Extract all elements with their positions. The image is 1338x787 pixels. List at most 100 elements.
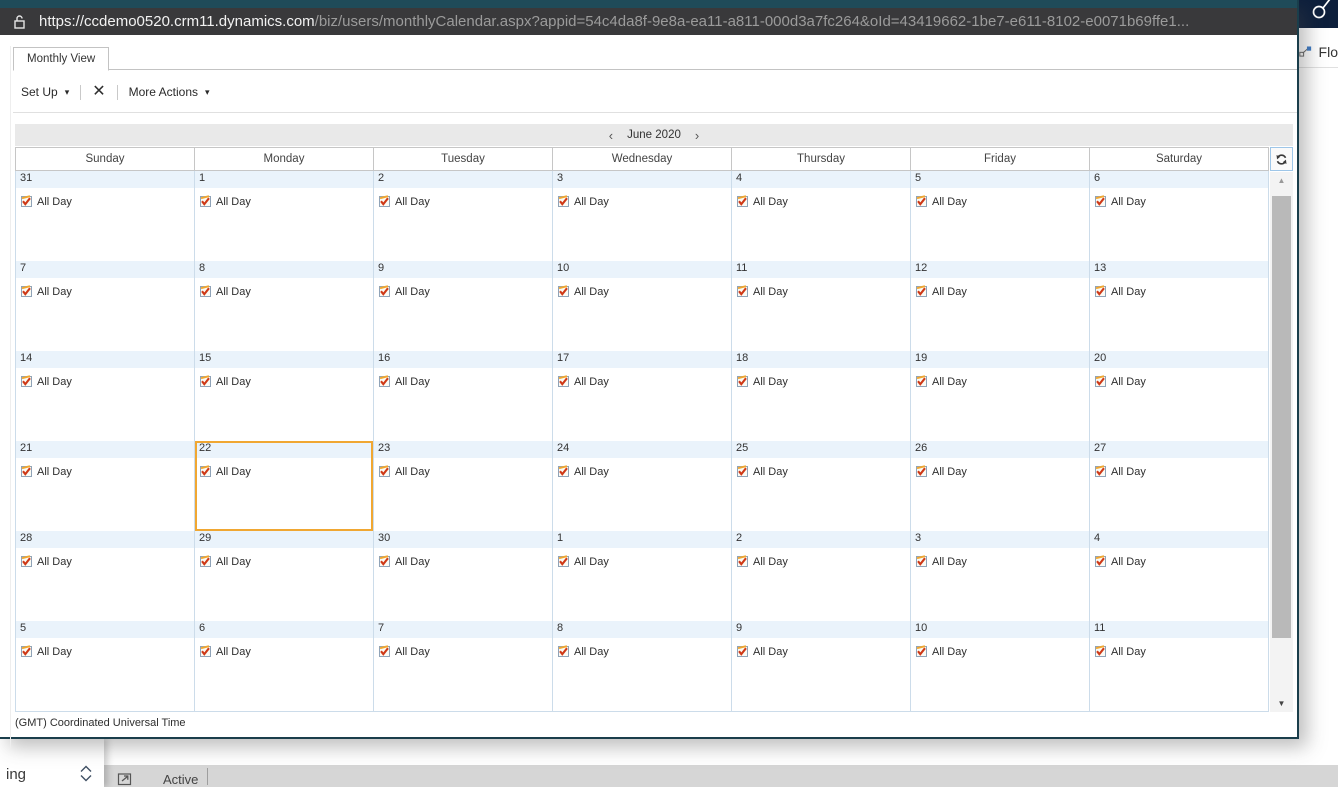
calendar-day-cell[interactable]: 8 All Day	[553, 621, 732, 711]
calendar-day-cell[interactable]: 1 All Day	[195, 171, 374, 261]
expand-form-icon[interactable]	[117, 771, 132, 786]
calendar-day-cell[interactable]: 7 All Day	[16, 261, 195, 351]
all-day-entry[interactable]: All Day	[20, 195, 194, 208]
calendar-day-cell[interactable]: 29 All Day	[195, 531, 374, 621]
calendar-day-cell[interactable]: 5 All Day	[16, 621, 195, 711]
calendar-day-cell[interactable]: 8 All Day	[195, 261, 374, 351]
all-day-entry[interactable]: All Day	[736, 285, 910, 298]
all-day-entry[interactable]: All Day	[20, 285, 194, 298]
previous-month-button[interactable]: ‹	[608, 127, 614, 143]
all-day-entry[interactable]: All Day	[199, 465, 373, 478]
scrollbar-thumb[interactable]	[1272, 196, 1291, 638]
calendar-day-cell[interactable]: 9 All Day	[374, 261, 553, 351]
all-day-entry[interactable]: All Day	[736, 375, 910, 388]
all-day-entry[interactable]: All Day	[915, 195, 1089, 208]
calendar-day-cell[interactable]: 6 All Day	[195, 621, 374, 711]
calendar-day-cell[interactable]: 28 All Day	[16, 531, 195, 621]
all-day-entry[interactable]: All Day	[915, 645, 1089, 658]
all-day-entry[interactable]: All Day	[915, 465, 1089, 478]
calendar-day-cell[interactable]: 19 All Day	[911, 351, 1090, 441]
url-text[interactable]: https://ccdemo0520.crm11.dynamics.com/bi…	[39, 13, 1189, 30]
all-day-entry[interactable]: All Day	[557, 375, 731, 388]
all-day-entry[interactable]: All Day	[378, 555, 552, 568]
all-day-entry[interactable]: All Day	[915, 375, 1089, 388]
scroll-up-arrow[interactable]: ▲	[1277, 176, 1286, 185]
all-day-entry[interactable]: All Day	[1094, 195, 1268, 208]
calendar-day-cell[interactable]: 2 All Day	[374, 171, 553, 261]
calendar-day-cell[interactable]: 31 All Day	[16, 171, 195, 261]
calendar-day-cell[interactable]: 10 All Day	[553, 261, 732, 351]
all-day-entry[interactable]: All Day	[378, 375, 552, 388]
all-day-entry[interactable]: All Day	[20, 375, 194, 388]
next-month-button[interactable]: ›	[694, 127, 700, 143]
all-day-entry[interactable]: All Day	[378, 195, 552, 208]
calendar-day-cell[interactable]: 11 All Day	[1090, 621, 1269, 711]
calendar-day-cell[interactable]: 11 All Day	[732, 261, 911, 351]
calendar-day-cell[interactable]: 1 All Day	[553, 531, 732, 621]
all-day-entry[interactable]: All Day	[736, 195, 910, 208]
all-day-entry[interactable]: All Day	[736, 645, 910, 658]
chevron-toggle-icon[interactable]	[78, 764, 94, 783]
close-button[interactable]: ✕	[92, 83, 106, 100]
calendar-day-cell[interactable]: 4 All Day	[1090, 531, 1269, 621]
calendar-day-cell[interactable]: 9 All Day	[732, 621, 911, 711]
all-day-entry[interactable]: All Day	[557, 555, 731, 568]
all-day-entry[interactable]: All Day	[1094, 375, 1268, 388]
all-day-entry[interactable]: All Day	[20, 645, 194, 658]
all-day-entry[interactable]: All Day	[20, 555, 194, 568]
refresh-button[interactable]	[1270, 147, 1293, 171]
calendar-day-cell[interactable]: 12 All Day	[911, 261, 1090, 351]
calendar-day-cell[interactable]: 26 All Day	[911, 441, 1090, 531]
search-icon[interactable]	[1310, 0, 1332, 21]
all-day-entry[interactable]: All Day	[915, 285, 1089, 298]
all-day-entry[interactable]: All Day	[378, 465, 552, 478]
calendar-day-cell[interactable]: 14 All Day	[16, 351, 195, 441]
all-day-entry[interactable]: All Day	[557, 465, 731, 478]
all-day-entry[interactable]: All Day	[199, 375, 373, 388]
calendar-day-cell[interactable]: 27 All Day	[1090, 441, 1269, 531]
calendar-day-cell[interactable]: 15 All Day	[195, 351, 374, 441]
calendar-day-cell[interactable]: 20 All Day	[1090, 351, 1269, 441]
all-day-entry[interactable]: All Day	[199, 555, 373, 568]
all-day-entry[interactable]: All Day	[20, 465, 194, 478]
calendar-day-cell[interactable]: 23 All Day	[374, 441, 553, 531]
tab-monthly-view[interactable]: Monthly View	[13, 47, 110, 71]
calendar-day-cell-today[interactable]: 22 All Day	[195, 441, 374, 531]
calendar-day-cell[interactable]: 3 All Day	[911, 531, 1090, 621]
calendar-day-cell[interactable]: 17 All Day	[553, 351, 732, 441]
all-day-entry[interactable]: All Day	[557, 285, 731, 298]
all-day-entry[interactable]: All Day	[557, 195, 731, 208]
all-day-entry[interactable]: All Day	[1094, 645, 1268, 658]
calendar-day-cell[interactable]: 24 All Day	[553, 441, 732, 531]
all-day-entry[interactable]: All Day	[378, 285, 552, 298]
calendar-day-cell[interactable]: 2 All Day	[732, 531, 911, 621]
all-day-entry[interactable]: All Day	[1094, 555, 1268, 568]
calendar-day-cell[interactable]: 6 All Day	[1090, 171, 1269, 261]
calendar-day-cell[interactable]: 25 All Day	[732, 441, 911, 531]
all-day-entry[interactable]: All Day	[736, 465, 910, 478]
all-day-entry[interactable]: All Day	[557, 645, 731, 658]
all-day-entry[interactable]: All Day	[199, 285, 373, 298]
calendar-day-cell[interactable]: 10 All Day	[911, 621, 1090, 711]
calendar-day-cell[interactable]: 5 All Day	[911, 171, 1090, 261]
scroll-down-arrow[interactable]: ▼	[1277, 699, 1286, 708]
all-day-entry[interactable]: All Day	[1094, 465, 1268, 478]
all-day-entry[interactable]: All Day	[199, 195, 373, 208]
set-up-button[interactable]: Set Up ▾	[21, 85, 69, 99]
calendar-day-cell[interactable]: 21 All Day	[16, 441, 195, 531]
all-day-entry[interactable]: All Day	[199, 645, 373, 658]
calendar-day-cell[interactable]: 4 All Day	[732, 171, 911, 261]
all-day-entry[interactable]: All Day	[1094, 285, 1268, 298]
calendar-day-cell[interactable]: 18 All Day	[732, 351, 911, 441]
browser-address-bar[interactable]: https://ccdemo0520.crm11.dynamics.com/bi…	[0, 8, 1297, 35]
calendar-day-cell[interactable]: 3 All Day	[553, 171, 732, 261]
more-actions-button[interactable]: More Actions ▾	[129, 85, 210, 99]
calendar-day-cell[interactable]: 30 All Day	[374, 531, 553, 621]
all-day-entry[interactable]: All Day	[915, 555, 1089, 568]
flow-button[interactable]: Flo	[1297, 36, 1338, 68]
all-day-entry[interactable]: All Day	[378, 645, 552, 658]
calendar-day-cell[interactable]: 7 All Day	[374, 621, 553, 711]
calendar-day-cell[interactable]: 16 All Day	[374, 351, 553, 441]
calendar-day-cell[interactable]: 13 All Day	[1090, 261, 1269, 351]
all-day-entry[interactable]: All Day	[736, 555, 910, 568]
